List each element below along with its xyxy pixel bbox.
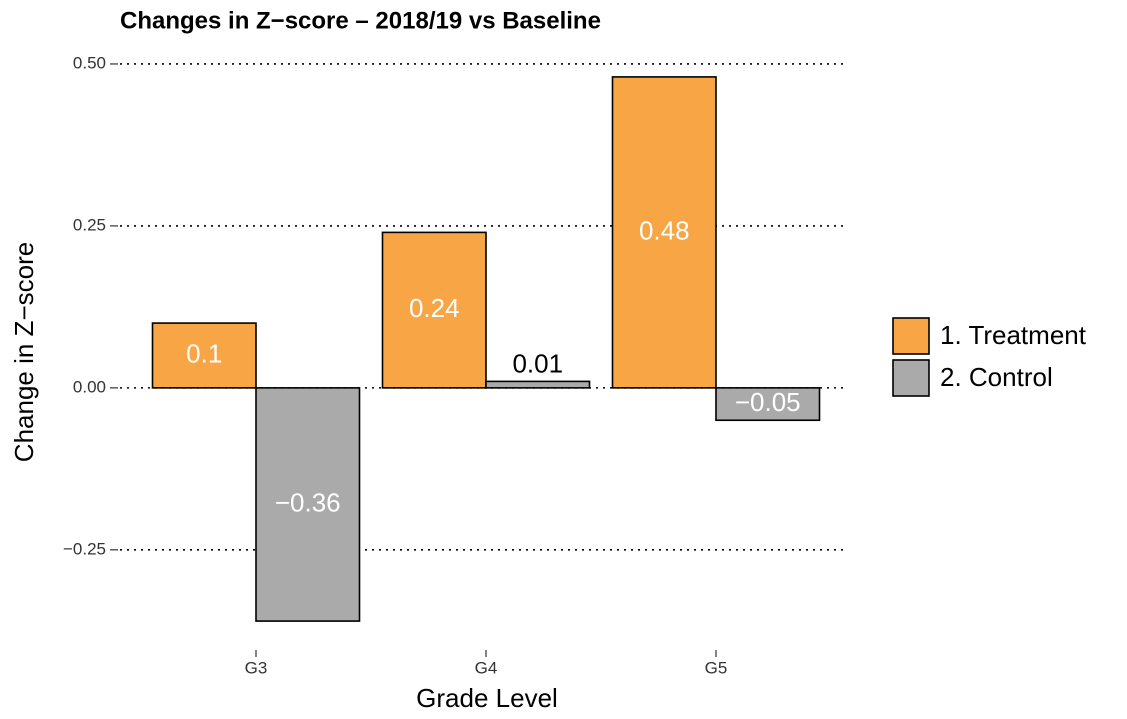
legend-swatch bbox=[892, 317, 930, 355]
y-tick-label: 0.00 bbox=[73, 377, 106, 396]
data-label: 0.48 bbox=[639, 215, 690, 245]
legend-label: 1. Treatment bbox=[940, 320, 1087, 350]
y-tick-label: −0.25 bbox=[63, 539, 106, 558]
bar bbox=[151, 322, 257, 389]
data-label: 0.01 bbox=[512, 348, 563, 378]
data-label: −0.05 bbox=[735, 387, 801, 417]
y-tick-label: 0.50 bbox=[73, 53, 106, 72]
y-tick-label: 0.25 bbox=[73, 215, 106, 234]
data-label: 0.24 bbox=[409, 293, 460, 323]
bar bbox=[381, 231, 487, 389]
bar bbox=[485, 380, 591, 389]
data-label: 0.1 bbox=[186, 338, 222, 368]
x-tick-label: G3 bbox=[245, 658, 268, 677]
data-label: −0.36 bbox=[275, 487, 341, 517]
bar bbox=[255, 387, 361, 622]
chart-title: Changes in Z−score – 2018/19 vs Baseline bbox=[120, 7, 601, 34]
y-axis-label: Change in Z−score bbox=[9, 242, 39, 462]
x-tick-label: G5 bbox=[705, 658, 728, 677]
legend-swatch bbox=[892, 359, 930, 397]
legend-label: 2. Control bbox=[940, 362, 1053, 392]
bar bbox=[715, 387, 821, 422]
x-axis-label: Grade Level bbox=[416, 683, 558, 713]
bar bbox=[611, 76, 717, 389]
x-tick-label: G4 bbox=[475, 658, 498, 677]
